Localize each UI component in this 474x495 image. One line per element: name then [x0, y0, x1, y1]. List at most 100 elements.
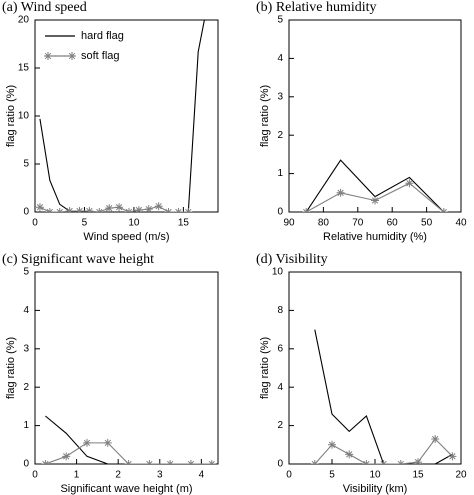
y-tick-label: 0: [23, 207, 29, 218]
marker: [154, 202, 163, 211]
x-tick-label: 60: [387, 218, 399, 229]
x-tick-label: 20: [455, 470, 467, 481]
plot-area: [310, 329, 457, 464]
marker: [207, 460, 216, 464]
x-tick-label: 1: [74, 470, 80, 481]
y-tick-label: 2: [277, 130, 283, 141]
marker: [439, 208, 448, 212]
y-tick-label: 5: [23, 159, 29, 170]
marker: [105, 204, 114, 212]
y-tick-label: 20: [18, 15, 30, 26]
y-tick-label: 1: [23, 420, 29, 431]
plot-area: [41, 415, 216, 464]
legend-label: hard flag: [81, 30, 124, 42]
chart-title: (c) Significant wave height: [2, 252, 154, 267]
marker: [174, 208, 183, 212]
marker: [55, 208, 64, 212]
marker: [396, 460, 405, 464]
y-tick-label: 3: [277, 91, 283, 102]
x-tick-label: 2: [115, 470, 121, 481]
x-tick-label: 15: [412, 470, 424, 481]
x-tick-label: 5: [82, 218, 88, 229]
x-tick-label: 15: [178, 218, 190, 229]
marker: [414, 458, 422, 464]
y-tick-label: 5: [277, 15, 283, 26]
y-tick-label: 1: [277, 168, 283, 179]
y-tick-label: 0: [277, 459, 283, 470]
x-tick-label: 0: [286, 470, 292, 481]
marker: [85, 207, 94, 212]
x-tick-label: 80: [318, 218, 330, 229]
y-axis-label: flag ratio (%): [259, 337, 271, 399]
marker: [184, 208, 193, 212]
series-line: [39, 20, 205, 212]
chart-title: (d) Visibility: [256, 252, 328, 267]
plot-area: [302, 159, 448, 212]
x-tick-label: 40: [455, 218, 467, 229]
marker: [336, 188, 345, 197]
y-tick-label: 5: [23, 267, 29, 278]
x-tick-label: 4: [199, 470, 205, 481]
y-tick-label: 4: [23, 305, 29, 316]
x-tick-label: 50: [421, 218, 433, 229]
x-axis-label: Significant wave height (m): [60, 483, 192, 495]
marker: [145, 460, 154, 464]
x-axis-label: Wind speed (m/s): [83, 231, 169, 243]
axes-box: [34, 271, 219, 465]
x-tick-label: 0: [32, 218, 38, 229]
y-axis-label: flag ratio (%): [5, 85, 17, 147]
y-tick-label: 15: [18, 63, 30, 74]
y-tick-label: 2: [277, 420, 283, 431]
y-axis-label: flag ratio (%): [259, 85, 271, 147]
x-tick-label: 5: [329, 470, 335, 481]
y-tick-label: 10: [272, 267, 284, 278]
marker: [371, 196, 379, 205]
y-tick-label: 3: [23, 343, 29, 354]
y-tick-label: 2: [23, 382, 29, 393]
marker: [164, 208, 173, 212]
marker: [310, 460, 319, 464]
x-tick-label: 10: [128, 218, 140, 229]
y-tick-label: 4: [277, 53, 283, 64]
marker: [115, 203, 124, 212]
marker: [124, 208, 133, 212]
marker: [44, 52, 52, 60]
marker: [41, 460, 50, 464]
chart-title: (a) Wind speed: [2, 0, 87, 15]
marker: [65, 207, 74, 212]
axes-box: [288, 19, 462, 213]
marker: [68, 52, 76, 60]
series-line: [314, 329, 453, 464]
marker: [75, 207, 84, 212]
y-tick-label: 10: [18, 111, 30, 122]
legend-label: soft flag: [81, 50, 120, 62]
marker: [95, 208, 104, 212]
marker: [82, 438, 91, 447]
x-tick-label: 90: [283, 218, 295, 229]
y-tick-label: 4: [277, 382, 283, 393]
marker: [103, 438, 112, 447]
x-axis-label: Relative humidity (%): [323, 231, 427, 243]
plot-area: [35, 20, 205, 212]
x-tick-label: 3: [157, 470, 163, 481]
marker: [405, 179, 414, 188]
y-tick-label: 6: [277, 343, 283, 354]
y-tick-label: 8: [277, 305, 283, 316]
marker: [134, 206, 143, 212]
series-line: [45, 442, 212, 464]
y-tick-label: 0: [23, 459, 29, 470]
marker: [144, 205, 153, 212]
marker: [35, 203, 44, 212]
series-line: [45, 415, 212, 464]
marker: [302, 208, 311, 212]
marker: [448, 452, 457, 461]
x-axis-label: Visibility (km): [343, 483, 408, 495]
series-line: [314, 438, 453, 464]
x-tick-label: 10: [369, 470, 381, 481]
marker: [62, 452, 71, 461]
marker: [328, 440, 336, 449]
y-tick-label: 0: [277, 207, 283, 218]
marker: [186, 460, 195, 464]
